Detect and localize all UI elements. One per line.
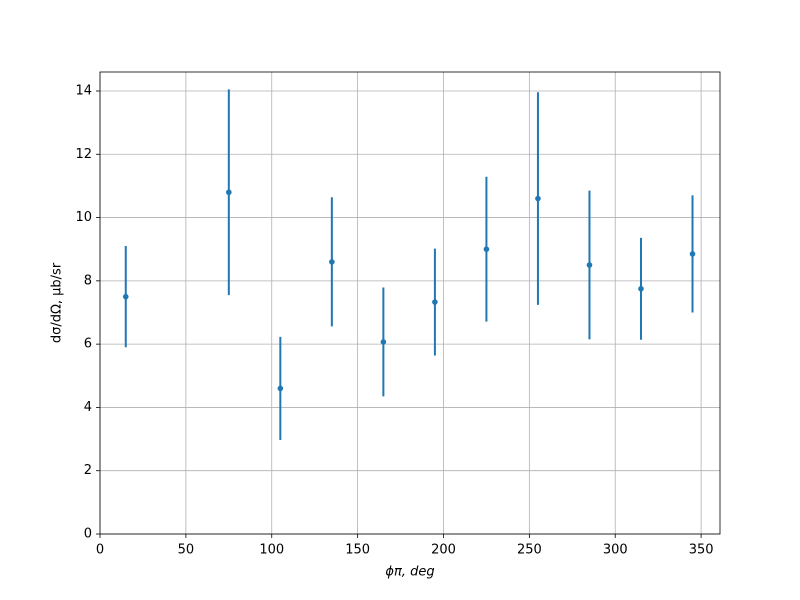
data-point (122, 293, 129, 300)
data-point (689, 251, 696, 257)
x-axis-label: ϕπ, deg (385, 565, 434, 580)
data-point (586, 262, 593, 268)
x-tick-label: 300 (603, 543, 628, 558)
marks (122, 89, 696, 441)
x-tick-label: 50 (178, 543, 195, 558)
data-point (226, 189, 232, 196)
y-tick-label: 4 (84, 400, 92, 415)
y-tick-label: 6 (84, 337, 92, 352)
y-tick-label: 12 (75, 147, 92, 162)
y-axis-label: dσ/dΩ, μb/sr (50, 262, 65, 343)
axes-frame (99, 71, 721, 535)
x-tick-label: 100 (259, 543, 284, 558)
x-tick-label: 250 (517, 543, 542, 558)
data-point (329, 259, 335, 265)
data-point (535, 195, 541, 202)
y-tick-label: 2 (84, 463, 92, 478)
data-point (483, 246, 490, 253)
data-point (277, 385, 284, 392)
x-tick-label: 200 (431, 543, 456, 558)
data-point (432, 299, 438, 305)
x-tick-label: 350 (689, 543, 714, 558)
x-tick-label: 150 (345, 543, 370, 558)
y-tick-label: 14 (75, 83, 92, 98)
y-tick-label: 10 (75, 210, 92, 225)
y-tick-label: 8 (84, 273, 92, 288)
grid (99, 72, 720, 535)
data-point (638, 285, 644, 292)
x-tick-label: 0 (96, 543, 104, 558)
y-tick-label: 0 (84, 527, 92, 542)
data-point (380, 339, 387, 345)
